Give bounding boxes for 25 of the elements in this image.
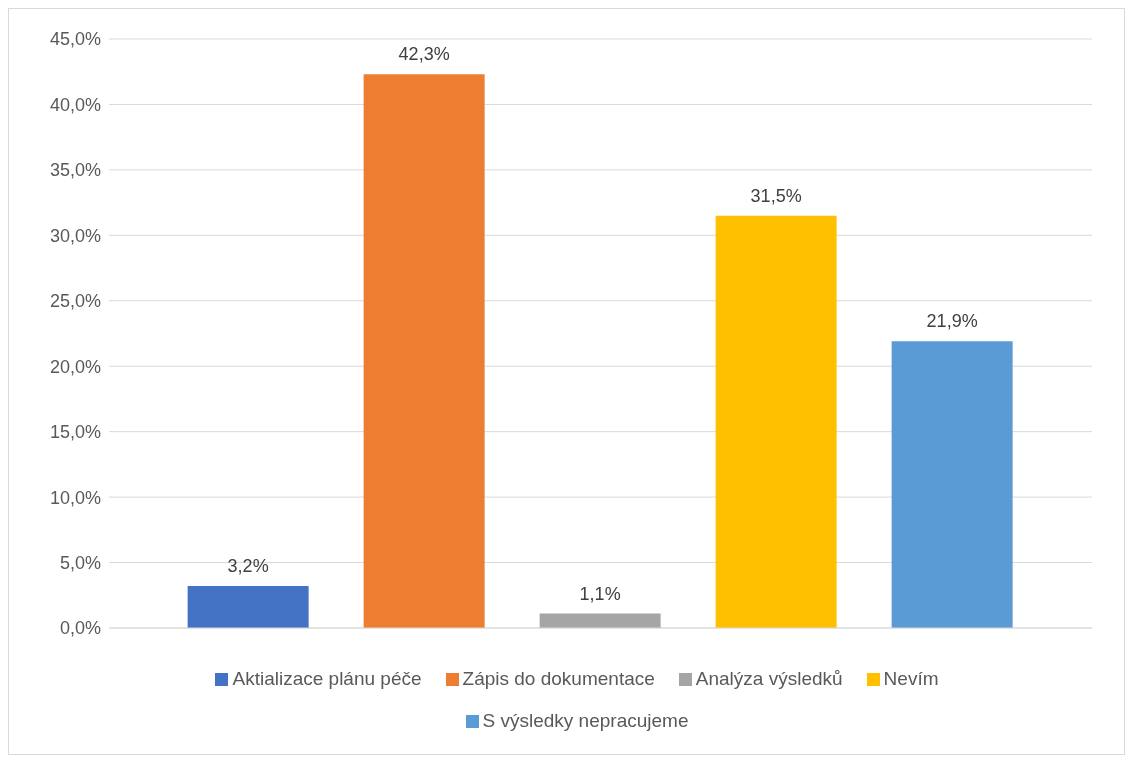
y-tick-label: 45,0% [49, 29, 101, 50]
bar [715, 215, 837, 628]
data-label: 21,9% [926, 311, 978, 332]
data-label: 3,2% [227, 556, 269, 577]
legend-label: S výsledky nepracujeme [482, 710, 689, 731]
y-tick-label: 40,0% [49, 94, 101, 115]
y-tick-label: 25,0% [49, 291, 101, 312]
y-tick-label: 15,0% [49, 422, 101, 443]
bar [539, 613, 661, 628]
data-label: 1,1% [579, 583, 621, 604]
y-tick-label: 5,0% [59, 552, 101, 573]
bar [363, 74, 485, 628]
legend-label: Zápis do dokumentace [462, 668, 655, 689]
bar [891, 341, 1013, 628]
y-tick-label: 10,0% [49, 487, 101, 508]
y-tick-label: 30,0% [49, 225, 101, 246]
y-tick-label: 20,0% [49, 356, 101, 377]
legend-label: Nevím [883, 668, 939, 689]
legend-label: Aktializace plánu péče [232, 668, 422, 689]
y-tick-label: 0,0% [59, 618, 101, 639]
y-tick-label: 35,0% [49, 160, 101, 181]
legend-label: Analýza výsledků [695, 668, 843, 689]
data-label: 42,3% [398, 44, 450, 65]
bar [187, 586, 309, 628]
data-label: 31,5% [750, 185, 802, 206]
